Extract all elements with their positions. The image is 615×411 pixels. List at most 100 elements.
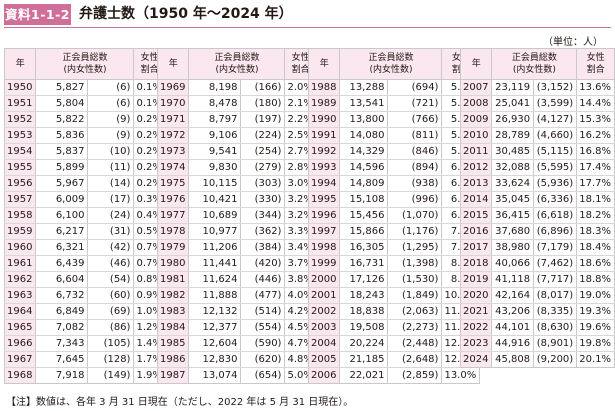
total-count-cell: 25,041: [491, 95, 535, 112]
year-cell: 1977: [156, 207, 190, 224]
female-count-cell: (166): [240, 79, 286, 96]
total-count-cell: 14,596: [339, 159, 389, 176]
female-count-cell: (4,660): [533, 127, 578, 144]
year-column-header: 年: [3, 48, 37, 80]
total-count-cell: 37,680: [491, 223, 535, 240]
year-cell: 2009: [459, 111, 493, 128]
table-row: 2008 25,041 (3,599) 14.4%: [459, 95, 615, 112]
year-cell: 2013: [459, 175, 493, 192]
total-count-cell: 15,108: [339, 191, 389, 208]
ratio-header-line2: 割合: [291, 65, 310, 75]
total-count-cell: 6,849: [35, 303, 89, 320]
table-header-row: 年 正会員総数 (内女性数) 女性割合: [3, 48, 166, 80]
year-cell: 1992: [307, 143, 341, 160]
female-count-cell: (694): [387, 79, 443, 96]
female-count-cell: (4,127): [533, 111, 578, 128]
total-count-cell: 5,837: [35, 143, 89, 160]
year-cell: 1960: [3, 239, 37, 256]
table-row: 1963 6,732 (60) 0.9%: [3, 287, 166, 304]
total-count-cell: 26,930: [491, 111, 535, 128]
year-column-header: 年: [459, 48, 493, 80]
year-cell: 2001: [307, 287, 341, 304]
table-row: 2019 41,118 (7,717) 18.8%: [459, 271, 615, 288]
table-row: 1962 6,604 (54) 0.8%: [3, 271, 166, 288]
table-row: 2021 43,206 (8,335) 19.3%: [459, 303, 615, 320]
total-count-cell: 10,977: [188, 223, 242, 240]
female-count-cell: (10): [87, 143, 135, 160]
table-row: 1983 12,132 (514) 4.2%: [156, 303, 317, 320]
total-count-cell: 33,624: [491, 175, 535, 192]
year-cell: 1952: [3, 111, 37, 128]
female-count-cell: (384): [240, 239, 286, 256]
female-count-cell: (362): [240, 223, 286, 240]
table-row: 2017 38,980 (7,179) 18.4%: [459, 239, 615, 256]
unit-label: （単位：人）: [543, 37, 603, 48]
table-row: 2011 30,485 (5,115) 16.8%: [459, 143, 615, 160]
total-count-cell: 12,377: [188, 319, 242, 336]
total-header-line2: (内女性数): [512, 65, 556, 75]
female-count-cell: (2,859): [387, 367, 443, 384]
female-count-cell: (6,896): [533, 223, 578, 240]
total-count-cell: 6,439: [35, 255, 89, 272]
year-cell: 1989: [307, 95, 341, 112]
total-count-cell: 12,132: [188, 303, 242, 320]
total-count-cell: 9,830: [188, 159, 242, 176]
female-count-cell: (1,295): [387, 239, 443, 256]
total-count-cell: 8,797: [188, 111, 242, 128]
female-ratio-cell: 18.2%: [576, 207, 615, 224]
female-count-cell: (344): [240, 207, 286, 224]
year-cell: 1968: [3, 367, 37, 384]
female-count-cell: (5,595): [533, 159, 578, 176]
year-cell: 2022: [459, 319, 493, 336]
female-ratio-cell: 19.0%: [576, 287, 615, 304]
year-cell: 1961: [3, 255, 37, 272]
total-count-cell: 5,827: [35, 79, 89, 96]
female-ratio-cell: 19.8%: [576, 335, 615, 352]
table-row: 1956 5,967 (14) 0.2%: [3, 175, 166, 192]
year-cell: 1953: [3, 127, 37, 144]
female-count-cell: (279): [240, 159, 286, 176]
year-cell: 1956: [3, 175, 37, 192]
total-count-cell: 30,485: [491, 143, 535, 160]
table-row: 1973 9,541 (254) 2.7%: [156, 143, 317, 160]
page-header: 資料1-1-2 弁護士数（1950 年～2024 年）: [0, 0, 615, 28]
table-row: 1954 5,837 (10) 0.2%: [3, 143, 166, 160]
female-count-cell: (149): [87, 367, 135, 384]
total-count-cell: 6,321: [35, 239, 89, 256]
total-header-line2: (内女性数): [369, 65, 413, 75]
female-count-cell: (6): [87, 79, 135, 96]
year-cell: 1976: [156, 191, 190, 208]
data-table-2007-2024: 年正会員総数 (内女性数) 女性 割合 2007 23,119 (3,152) 13.6% 20…: [459, 48, 615, 368]
female-count-cell: (42): [87, 239, 135, 256]
year-cell: 1985: [156, 335, 190, 352]
table-row: 1987 13,074 (654) 5.0%: [156, 367, 317, 384]
table-row: 2006 22,021 (2,859) 13.0%: [307, 367, 481, 384]
year-cell: 2003: [307, 319, 341, 336]
total-header-line1: 正会員総数: [511, 53, 557, 63]
female-count-cell: (180): [240, 95, 286, 112]
female-count-cell: (2,448): [387, 335, 443, 352]
total-header-line1: 正会員総数: [214, 53, 260, 63]
female-count-cell: (894): [387, 159, 443, 176]
female-ratio-cell: 18.6%: [576, 255, 615, 272]
female-count-cell: (3,152): [533, 79, 578, 96]
female-ratio-cell: 18.3%: [576, 223, 615, 240]
total-count-cell: 7,645: [35, 351, 89, 368]
year-cell: 1957: [3, 191, 37, 208]
year-cell: 1954: [3, 143, 37, 160]
year-cell: 1990: [307, 111, 341, 128]
table-row: 1957 6,009 (17) 0.3%: [3, 191, 166, 208]
year-cell: 2019: [459, 271, 493, 288]
table-row: 1975 10,115 (303) 3.0%: [156, 175, 317, 192]
total-count-cell: 16,731: [339, 255, 389, 272]
female-count-cell: (8,335): [533, 303, 578, 320]
year-cell: 2005: [307, 351, 341, 368]
table-row: 1958 6,100 (24) 0.4%: [3, 207, 166, 224]
table-row: 1961 6,439 (46) 0.7%: [3, 255, 166, 272]
year-cell: 1951: [3, 95, 37, 112]
total-count-cell: 18,243: [339, 287, 389, 304]
table-row: 2023 44,916 (8,901) 19.8%: [459, 335, 615, 352]
